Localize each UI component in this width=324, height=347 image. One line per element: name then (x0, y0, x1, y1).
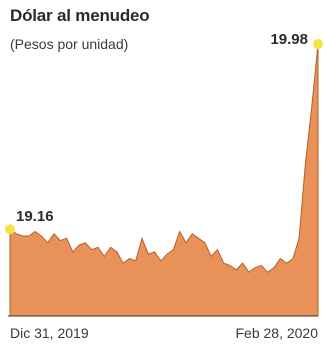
end-point-marker (313, 39, 323, 49)
start-point-marker (5, 224, 15, 235)
chart-title: Dólar al menudeo (10, 6, 150, 25)
x-tick-label-start: Dic 31, 2019 (10, 325, 89, 341)
area-outline (9, 43, 319, 317)
end-value-label: 19.98 (270, 31, 308, 48)
area-series (10, 44, 318, 316)
start-value-label: 19.16 (16, 208, 54, 225)
chart-subtitle: (Pesos por unidad) (10, 36, 129, 52)
x-tick-label-end: Feb 28, 2020 (235, 325, 318, 341)
